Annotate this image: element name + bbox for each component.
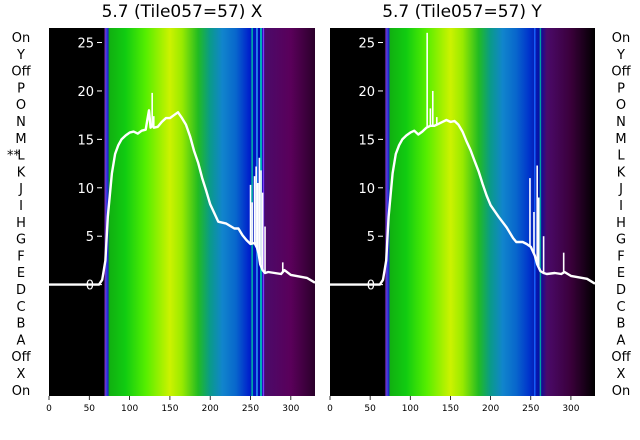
x-tick-label: 0 bbox=[46, 404, 52, 414]
right-chart-panel: 5.7 (Tile057=57) YOnYOffPONMLKJIHGFEDCBA… bbox=[327, 2, 631, 414]
row-label: Y bbox=[616, 48, 625, 63]
row-label: N bbox=[616, 115, 626, 130]
row-label: Off bbox=[11, 350, 31, 365]
x-tick-label: 100 bbox=[121, 404, 138, 414]
row-label: I bbox=[19, 199, 23, 214]
x-tick-label: 250 bbox=[522, 404, 539, 414]
row-label: G bbox=[616, 233, 626, 248]
row-label: C bbox=[16, 300, 25, 315]
overlay-y-tick-label: 5 bbox=[86, 230, 94, 245]
row-label: F bbox=[17, 249, 24, 264]
row-label: X bbox=[17, 367, 26, 382]
row-label: F bbox=[617, 249, 624, 264]
row-label: L bbox=[617, 149, 625, 164]
chart-title: 5.7 (Tile057=57) X bbox=[102, 2, 263, 22]
row-label: M bbox=[15, 132, 26, 147]
row-label: B bbox=[17, 317, 26, 332]
x-tick-label: 150 bbox=[161, 404, 178, 414]
row-label: E bbox=[17, 266, 25, 281]
row-label: H bbox=[16, 216, 26, 231]
heatmap-area bbox=[49, 28, 315, 396]
row-label: N bbox=[16, 115, 26, 130]
overlay-y-tick-label: 10 bbox=[358, 182, 375, 197]
overlay-y-tick-label: 15 bbox=[358, 133, 375, 148]
row-label: Y bbox=[16, 48, 25, 63]
x-tick-label: 300 bbox=[562, 404, 579, 414]
row-label: On bbox=[12, 384, 30, 399]
row-label: Off bbox=[611, 350, 631, 365]
overlay-y-tick-label: 20 bbox=[77, 85, 94, 100]
overlay-y-tick-label: 25 bbox=[77, 37, 94, 52]
row-label: K bbox=[17, 165, 26, 180]
row-annotation: ** bbox=[7, 149, 21, 164]
overlay-series-line bbox=[49, 109, 316, 286]
row-label: Off bbox=[611, 65, 631, 80]
x-tick-label: 300 bbox=[282, 404, 299, 414]
overlay-y-tick-label: 20 bbox=[358, 85, 375, 100]
row-label: J bbox=[18, 182, 23, 197]
overlay-y-tick-label: 25 bbox=[358, 37, 375, 52]
row-label: A bbox=[17, 333, 26, 348]
row-label: On bbox=[12, 31, 30, 46]
row-label: O bbox=[16, 98, 26, 113]
overlay-y-tick-label: 10 bbox=[77, 182, 94, 197]
overlay-y-tick-label: 0 bbox=[86, 279, 94, 294]
x-tick-label: 200 bbox=[202, 404, 219, 414]
overlay-series-line bbox=[330, 118, 596, 286]
row-label: P bbox=[17, 81, 25, 96]
chart-title: 5.7 (Tile057=57) Y bbox=[382, 2, 542, 22]
left-chart-panel: 5.7 (Tile057=57) XOnYOffPONMLKJIHGFEDCBA… bbox=[7, 2, 316, 414]
row-label: B bbox=[617, 317, 626, 332]
row-label: I bbox=[619, 199, 623, 214]
overlay-y-tick-label: 5 bbox=[367, 230, 375, 245]
overlay-y-tick-label: 15 bbox=[77, 133, 94, 148]
x-tick-label: 50 bbox=[84, 404, 96, 414]
row-label: A bbox=[617, 333, 626, 348]
row-label: D bbox=[616, 283, 626, 298]
x-tick-label: 200 bbox=[482, 404, 499, 414]
row-label: J bbox=[618, 182, 623, 197]
x-tick-label: 250 bbox=[242, 404, 259, 414]
row-label: K bbox=[617, 165, 626, 180]
x-tick-label: 100 bbox=[402, 404, 419, 414]
heatmap-area bbox=[330, 28, 595, 396]
row-label: Off bbox=[11, 65, 31, 80]
row-label: C bbox=[616, 300, 625, 315]
row-label: P bbox=[617, 81, 625, 96]
row-label: D bbox=[16, 283, 26, 298]
row-label: L bbox=[17, 149, 25, 164]
x-tick-label: 50 bbox=[364, 404, 376, 414]
row-label: M bbox=[615, 132, 626, 147]
row-label: E bbox=[617, 266, 625, 281]
row-label: G bbox=[16, 233, 26, 248]
x-tick-label: 150 bbox=[442, 404, 459, 414]
row-label: H bbox=[616, 216, 626, 231]
row-label: O bbox=[616, 98, 626, 113]
row-label: On bbox=[612, 384, 630, 399]
row-label: X bbox=[617, 367, 626, 382]
x-tick-label: 0 bbox=[327, 404, 333, 414]
row-label: On bbox=[612, 31, 630, 46]
overlay-y-tick-label: 0 bbox=[367, 279, 375, 294]
